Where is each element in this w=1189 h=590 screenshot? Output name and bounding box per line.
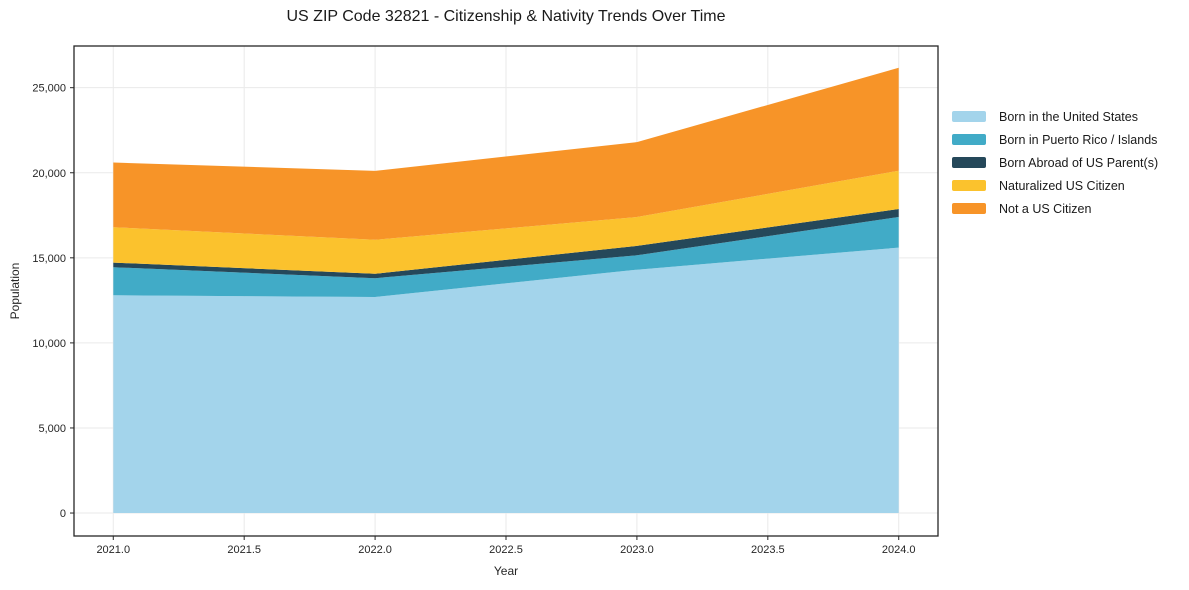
legend-swatch-puerto-rico — [952, 134, 986, 145]
y-tick-label: 25,000 — [32, 83, 66, 95]
y-tick-label: 20,000 — [32, 168, 66, 180]
x-tick-label: 2024.0 — [882, 544, 916, 556]
legend-label-born-in-us: Born in the United States — [999, 109, 1138, 124]
legend-item-not-citizen: Not a US Citizen — [952, 197, 1158, 220]
legend-item-puerto-rico: Born in Puerto Rico / Islands — [952, 128, 1158, 151]
y-tick-label: 0 — [60, 508, 66, 520]
legend-label-not-citizen: Not a US Citizen — [999, 201, 1092, 216]
area-not-a-us-citizen — [113, 67, 899, 240]
area-born-in-puerto-rico-islands — [113, 217, 899, 297]
legend-label-puerto-rico: Born in Puerto Rico / Islands — [999, 132, 1158, 147]
legend-swatch-not-citizen — [952, 203, 986, 214]
chart-title: US ZIP Code 32821 - Citizenship & Nativi… — [286, 8, 726, 25]
x-tick-label: 2023.5 — [751, 544, 785, 556]
legend-item-naturalized: Naturalized US Citizen — [952, 174, 1158, 197]
y-tick-label: 15,000 — [32, 253, 66, 265]
x-tick-label: 2022.5 — [489, 544, 523, 556]
x-tick-label: 2021.0 — [96, 544, 130, 556]
legend-item-born-in-us: Born in the United States — [952, 105, 1158, 128]
legend-label-born-abroad: Born Abroad of US Parent(s) — [999, 155, 1159, 170]
legend-swatch-born-in-us — [952, 111, 986, 122]
y-tick-label: 5,000 — [38, 423, 66, 435]
legend-label-naturalized: Naturalized US Citizen — [999, 178, 1125, 193]
x-axis-label: Year — [493, 564, 519, 578]
x-tick-label: 2022.0 — [358, 544, 392, 556]
legend: Born in the United States Born in Puerto… — [952, 105, 1158, 220]
area-born-abroad-of-us-parent-s — [113, 209, 899, 279]
y-tick-label: 10,000 — [32, 338, 66, 350]
legend-swatch-naturalized — [952, 180, 986, 191]
legend-item-born-abroad: Born Abroad of US Parent(s) — [952, 151, 1158, 174]
area-naturalized-us-citizen — [113, 170, 899, 274]
area-born-in-the-united-states — [113, 247, 899, 513]
x-tick-label: 2023.0 — [620, 544, 654, 556]
legend-swatch-born-abroad — [952, 157, 986, 168]
x-tick-label: 2021.5 — [227, 544, 261, 556]
y-axis-label: Population — [8, 262, 22, 320]
